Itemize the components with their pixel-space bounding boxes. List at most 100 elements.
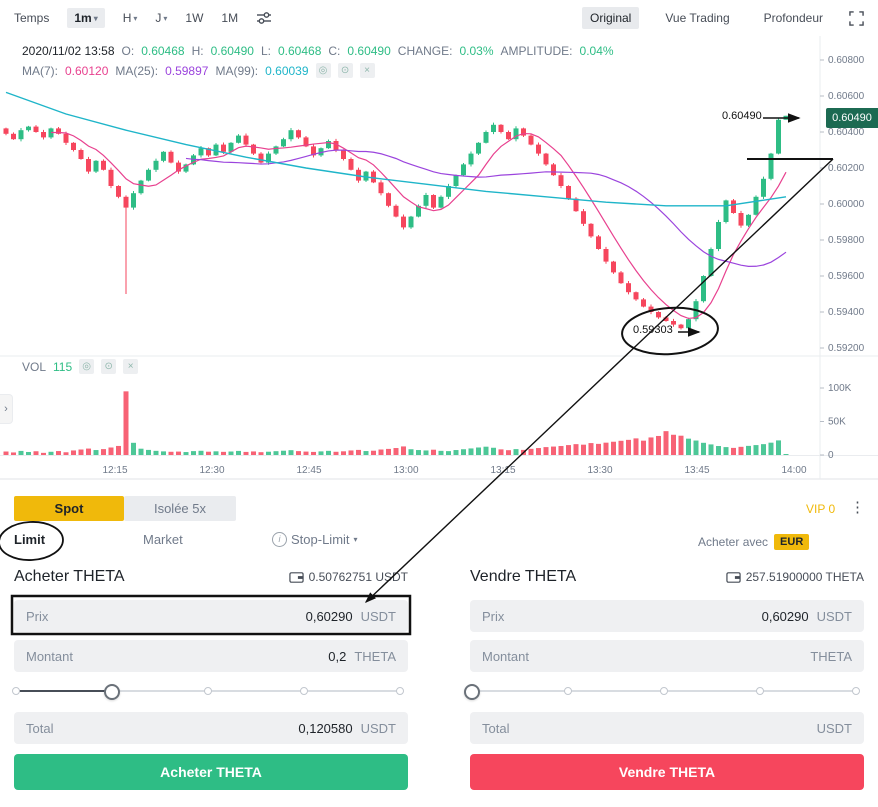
fullscreen-icon[interactable] (849, 10, 864, 26)
vol-remove-icon[interactable]: × (123, 359, 139, 374)
tab-isolee-5x[interactable]: Isolée 5x (124, 496, 236, 521)
more-options-icon[interactable]: ⋮ (850, 499, 865, 516)
svg-text:100K: 100K (828, 383, 852, 394)
svg-text:13:00: 13:00 (393, 465, 418, 476)
ma99-value: 0.60039 (265, 63, 309, 78)
close-value: 0.60490 (347, 44, 391, 58)
vol-label: VOL (22, 359, 47, 374)
interval-1w-button[interactable]: 1W (185, 11, 203, 25)
buy-with-fiat[interactable]: Acheter avec EUR (698, 534, 810, 550)
tab-limit[interactable]: Limit (14, 532, 46, 547)
interval-1m-label: 1m (74, 11, 92, 25)
current-price-flag: 0.60490 (722, 110, 762, 122)
svg-text:0.60400: 0.60400 (828, 127, 865, 138)
close-label: C: (328, 44, 341, 58)
buy-amount-slider[interactable] (12, 684, 404, 700)
svg-text:0.60200: 0.60200 (828, 163, 865, 174)
price-chart[interactable]: 0.60800 0.60600 0.60400 0.60200 0.60000 0.598… (0, 36, 878, 480)
vol-settings-icon[interactable]: ⊙ (101, 359, 117, 374)
chevron-down-icon: ▾ (93, 13, 98, 23)
interval-1m-button[interactable]: 1m ▾ (67, 8, 105, 28)
sell-title: Vendre THETA (470, 568, 577, 585)
high-value: 0.60490 (210, 44, 254, 58)
interval-days-button[interactable]: J ▾ (155, 11, 167, 25)
vip-level[interactable]: VIP 0 (806, 502, 836, 516)
time-label: Temps (14, 11, 50, 25)
svg-text:14:00: 14:00 (781, 465, 806, 476)
stop-limit-label: Stop-Limit (291, 532, 350, 547)
svg-text:0.59800: 0.59800 (828, 235, 865, 246)
ma-remove-icon[interactable]: × (359, 63, 375, 78)
interval-days-label: J (155, 11, 162, 25)
svg-text:12:45: 12:45 (296, 465, 321, 476)
tab-profondeur[interactable]: Profondeur (756, 7, 831, 29)
tab-original[interactable]: Original (582, 7, 640, 29)
buy-amount-label: Montant (26, 648, 73, 664)
buy-slider-fill (16, 690, 112, 692)
sell-amount-input[interactable]: Montant THETA (470, 640, 864, 672)
interval-1mo-button[interactable]: 1M (221, 11, 238, 25)
tab-market[interactable]: Market (143, 532, 183, 547)
svg-text:12:15: 12:15 (102, 465, 127, 476)
buy-total-label: Total (26, 720, 54, 736)
chevron-down-icon: ▾ (353, 535, 358, 544)
svg-text:50K: 50K (828, 417, 846, 428)
buy-amount-input[interactable]: Montant 0,2 THETA (14, 640, 408, 672)
sell-form: Vendre THETA 257.51900000 THETA Prix 0,6… (464, 568, 864, 798)
candle-datetime: 2020/11/02 13:58 (22, 44, 115, 58)
svg-text:0.59600: 0.59600 (828, 271, 865, 282)
sidebar-expander[interactable]: › (0, 394, 13, 424)
slider-step-50[interactable] (660, 687, 668, 695)
sell-available-balance: 257.51900000 THETA (726, 570, 864, 584)
sell-price-label: Prix (482, 608, 505, 624)
fiat-currency-badge: EUR (774, 534, 810, 550)
sell-balance-value: 257.51900000 THETA (745, 570, 864, 584)
tab-stop-limit[interactable]: i Stop-Limit ▾ (272, 532, 358, 547)
vol-eye-icon[interactable]: ◎ (79, 359, 95, 374)
sell-amount-unit: THETA (810, 648, 852, 664)
tab-spot[interactable]: Spot (14, 496, 124, 521)
slider-step-75[interactable] (300, 687, 308, 695)
buy-slider-handle[interactable] (104, 684, 120, 700)
ma99-label: MA(99): (215, 63, 259, 78)
svg-text:13:15: 13:15 (490, 465, 515, 476)
interval-hours-button[interactable]: H ▾ (123, 11, 138, 25)
buy-amount-value: 0,2 (328, 648, 347, 664)
slider-step-25[interactable] (564, 687, 572, 695)
svg-text:13:30: 13:30 (587, 465, 612, 476)
slider-step-0[interactable] (12, 687, 20, 695)
ohlc-legend: 2020/11/02 13:58 O: 0.60468 H: 0.60490 L: 0… (22, 44, 614, 58)
current-price-badge: 0.60490 (826, 108, 878, 128)
indicator-settings-icon[interactable] (256, 10, 272, 26)
buy-total-input[interactable]: Total 0,120580 USDT (14, 712, 408, 744)
buy-available-balance: 0.50762751 USDT (288, 570, 408, 584)
interval-group: Temps 1m ▾ H ▾ J ▾ 1W 1M (14, 8, 272, 28)
ma25-value: 0.59897 (165, 63, 209, 78)
open-value: 0.60468 (141, 44, 185, 58)
amplitude-label: AMPLITUDE: (500, 44, 573, 58)
sell-amount-slider[interactable] (464, 684, 860, 700)
slider-step-100[interactable] (852, 687, 860, 695)
low-value: 0.60468 (278, 44, 322, 58)
chart-toolbar: Temps 1m ▾ H ▾ J ▾ 1W 1M Original Vue Tradi… (0, 0, 878, 36)
sell-button[interactable]: Vendre THETA (470, 754, 864, 790)
buy-button[interactable]: Acheter THETA (14, 754, 408, 790)
ma25-label: MA(25): (115, 63, 159, 78)
sell-total-input[interactable]: Total USDT (470, 712, 864, 744)
ma-eye-icon[interactable]: ◎ (315, 63, 331, 78)
sell-price-input[interactable]: Prix 0,60290 USDT (470, 600, 864, 632)
slider-step-75[interactable] (756, 687, 764, 695)
interval-hours-label: H (122, 11, 132, 25)
view-tab-group: Original Vue Trading Profondeur (582, 7, 864, 29)
ma-settings-icon[interactable]: ⊙ (337, 63, 353, 78)
sell-total-unit: USDT (816, 720, 852, 736)
buy-price-input[interactable]: Prix 0,60290 USDT (14, 600, 408, 632)
sell-slider-handle[interactable] (464, 684, 480, 700)
svg-text:0.59200: 0.59200 (828, 343, 865, 354)
svg-text:0.60000: 0.60000 (828, 199, 865, 210)
slider-step-100[interactable] (396, 687, 404, 695)
slider-step-50[interactable] (204, 687, 212, 695)
interval-1w-label: 1W (185, 11, 204, 25)
buy-price-label: Prix (26, 608, 49, 624)
tab-vue-trading[interactable]: Vue Trading (657, 7, 737, 29)
